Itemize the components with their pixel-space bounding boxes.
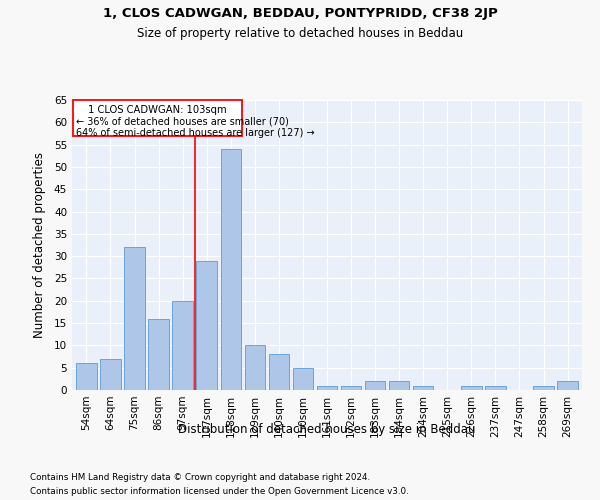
- Bar: [124, 247, 145, 390]
- Bar: [485, 386, 506, 390]
- FancyBboxPatch shape: [73, 100, 242, 136]
- Text: 64% of semi-detached houses are larger (127) →: 64% of semi-detached houses are larger (…: [76, 128, 314, 138]
- Bar: [365, 381, 385, 390]
- Bar: [533, 386, 554, 390]
- Text: 1, CLOS CADWGAN, BEDDAU, PONTYPRIDD, CF38 2JP: 1, CLOS CADWGAN, BEDDAU, PONTYPRIDD, CF3…: [103, 8, 497, 20]
- Text: Contains HM Land Registry data © Crown copyright and database right 2024.: Contains HM Land Registry data © Crown c…: [30, 472, 370, 482]
- Text: Contains public sector information licensed under the Open Government Licence v3: Contains public sector information licen…: [30, 488, 409, 496]
- Bar: [76, 363, 97, 390]
- Bar: [100, 359, 121, 390]
- Bar: [413, 386, 433, 390]
- Bar: [269, 354, 289, 390]
- Text: ← 36% of detached houses are smaller (70): ← 36% of detached houses are smaller (70…: [76, 116, 289, 126]
- Bar: [341, 386, 361, 390]
- Bar: [557, 381, 578, 390]
- Text: 1 CLOS CADWGAN: 103sqm: 1 CLOS CADWGAN: 103sqm: [88, 106, 227, 116]
- Bar: [196, 260, 217, 390]
- Bar: [245, 346, 265, 390]
- Bar: [221, 149, 241, 390]
- Bar: [317, 386, 337, 390]
- Text: Size of property relative to detached houses in Beddau: Size of property relative to detached ho…: [137, 28, 463, 40]
- Bar: [389, 381, 409, 390]
- Y-axis label: Number of detached properties: Number of detached properties: [32, 152, 46, 338]
- Bar: [148, 318, 169, 390]
- Bar: [461, 386, 482, 390]
- Bar: [172, 301, 193, 390]
- Text: Distribution of detached houses by size in Beddau: Distribution of detached houses by size …: [178, 422, 476, 436]
- Bar: [293, 368, 313, 390]
